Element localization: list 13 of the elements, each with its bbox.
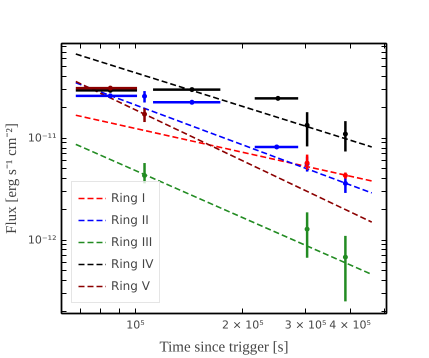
x-tick-label: 10⁵ [126,318,145,332]
x-tick-label: 2 × 10⁵ [222,318,264,332]
legend-label: Ring III [111,235,152,249]
legend-label: Ring IV [111,257,154,271]
legend-label: Ring V [111,279,150,293]
x-tick-label: 3 × 10⁵ [284,318,326,332]
y-axis-title: Flux [erg s⁻¹ cm⁻²] [4,123,20,234]
y-tick-label: 10⁻¹² [28,234,56,247]
y-tick-label: 10⁻¹¹ [28,132,56,145]
x-axis-title: Time since trigger [s] [159,340,289,356]
legend-label: Ring I [111,191,146,205]
legend-label: Ring II [111,213,149,227]
x-tick-label: 4 × 10⁵ [329,318,371,332]
